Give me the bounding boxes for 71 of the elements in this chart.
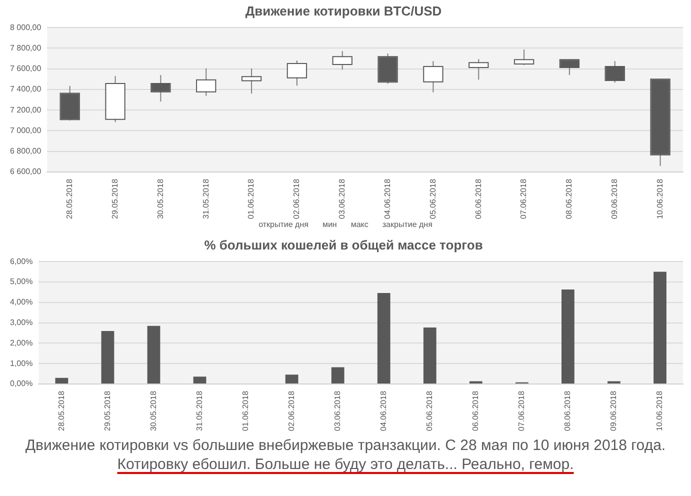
x-tick-label: 07.06.2018 xyxy=(517,390,526,432)
x-tick-label: 28.05.2018 xyxy=(65,178,74,220)
x-tick-label: 01.06.2018 xyxy=(246,178,256,220)
y-tick-label: 7 400,00 xyxy=(10,84,42,94)
x-tick-label: 31.05.2018 xyxy=(201,178,210,220)
bar xyxy=(147,326,160,384)
x-tick-label: 09.06.2018 xyxy=(610,178,620,220)
chart-title: % больших кошелей в общей массе торгов xyxy=(204,237,483,252)
y-tick-label: 7 000,00 xyxy=(10,126,42,135)
y-tick-label: 7 800,00 xyxy=(10,43,42,52)
y-tick-label: 7 600,00 xyxy=(10,64,42,74)
x-tick-label: 30.05.2018 xyxy=(156,178,165,220)
text: закрытие дня xyxy=(382,220,432,229)
bar xyxy=(55,378,68,384)
y-tick-label: 1,00% xyxy=(10,358,33,368)
y-tick-label: 6 800,00 xyxy=(10,146,42,156)
x-tick-label: 29.05.2018 xyxy=(110,178,120,220)
x-tick-label: 08.06.2018 xyxy=(563,390,572,432)
x-tick-label: 10.06.2018 xyxy=(655,390,664,432)
candlestick xyxy=(559,59,580,76)
x-tick-label: 01.06.2018 xyxy=(240,390,250,432)
y-tick-label: 6 600,00 xyxy=(10,167,42,176)
x-tick-label: 31.05.2018 xyxy=(194,390,204,432)
x-tick-label: 30.05.2018 xyxy=(148,390,158,432)
x-tick-label: 08.06.2018 xyxy=(564,178,574,220)
text: Котировку ебошил. Больше не буду это делать... Реально, гемор. xyxy=(117,456,574,473)
y-tick-label: 2,00% xyxy=(10,338,33,348)
bar xyxy=(285,374,298,384)
x-tick-label: 28.05.2018 xyxy=(56,390,66,432)
bar xyxy=(654,272,666,384)
text: макс xyxy=(350,220,368,229)
candlestick xyxy=(468,58,489,80)
y-tick-label: 5,00% xyxy=(10,277,33,286)
bar xyxy=(423,327,436,384)
x-tick-label: 04.06.2018 xyxy=(379,390,388,432)
y-tick-label: 7 200,00 xyxy=(10,105,42,114)
text: открытие дня xyxy=(258,220,308,229)
x-tick-label: 02.06.2018 xyxy=(287,390,296,432)
x-tick-label: 03.06.2018 xyxy=(333,390,342,432)
y-tick-label: 4,00% xyxy=(10,298,33,307)
x-tick-label: 10.06.2018 xyxy=(655,178,664,220)
y-tick-label: 0,00% xyxy=(10,379,33,388)
bar xyxy=(331,367,344,384)
text: мин xyxy=(322,220,337,229)
chart-title: Движение котировки BTC/USD xyxy=(245,3,442,18)
candlestick xyxy=(604,60,625,84)
x-tick-label: 06.06.2018 xyxy=(474,178,483,220)
x-tick-label: 06.06.2018 xyxy=(471,390,480,432)
x-tick-label: 03.06.2018 xyxy=(338,178,347,220)
y-tick-label: 6,00% xyxy=(10,256,33,266)
x-tick-label: 05.06.2018 xyxy=(428,178,438,220)
x-tick-label: 04.06.2018 xyxy=(382,178,392,220)
candlestick xyxy=(196,68,216,96)
candlestick xyxy=(423,60,444,93)
candlestick xyxy=(514,48,534,66)
x-tick-label: 09.06.2018 xyxy=(609,390,618,432)
candlestick xyxy=(286,60,308,86)
bar xyxy=(193,376,206,384)
x-tick-label: 02.06.2018 xyxy=(292,178,302,220)
candlestick xyxy=(332,50,352,70)
x-tick-label: 05.06.2018 xyxy=(425,390,434,432)
x-tick-label: 07.06.2018 xyxy=(519,178,528,220)
candlestick xyxy=(150,74,171,102)
y-tick-label: 8 000,00 xyxy=(10,22,42,32)
candlestick xyxy=(241,68,262,94)
bar xyxy=(562,290,574,384)
bar xyxy=(377,293,390,384)
text: Движение котировки vs большие внебиржевые транзакции. С 28 мая по 10 июня 2018 года. xyxy=(25,437,666,454)
x-tick-label: 29.05.2018 xyxy=(102,390,112,432)
bar xyxy=(101,330,114,384)
y-tick-label: 3,00% xyxy=(10,318,33,327)
